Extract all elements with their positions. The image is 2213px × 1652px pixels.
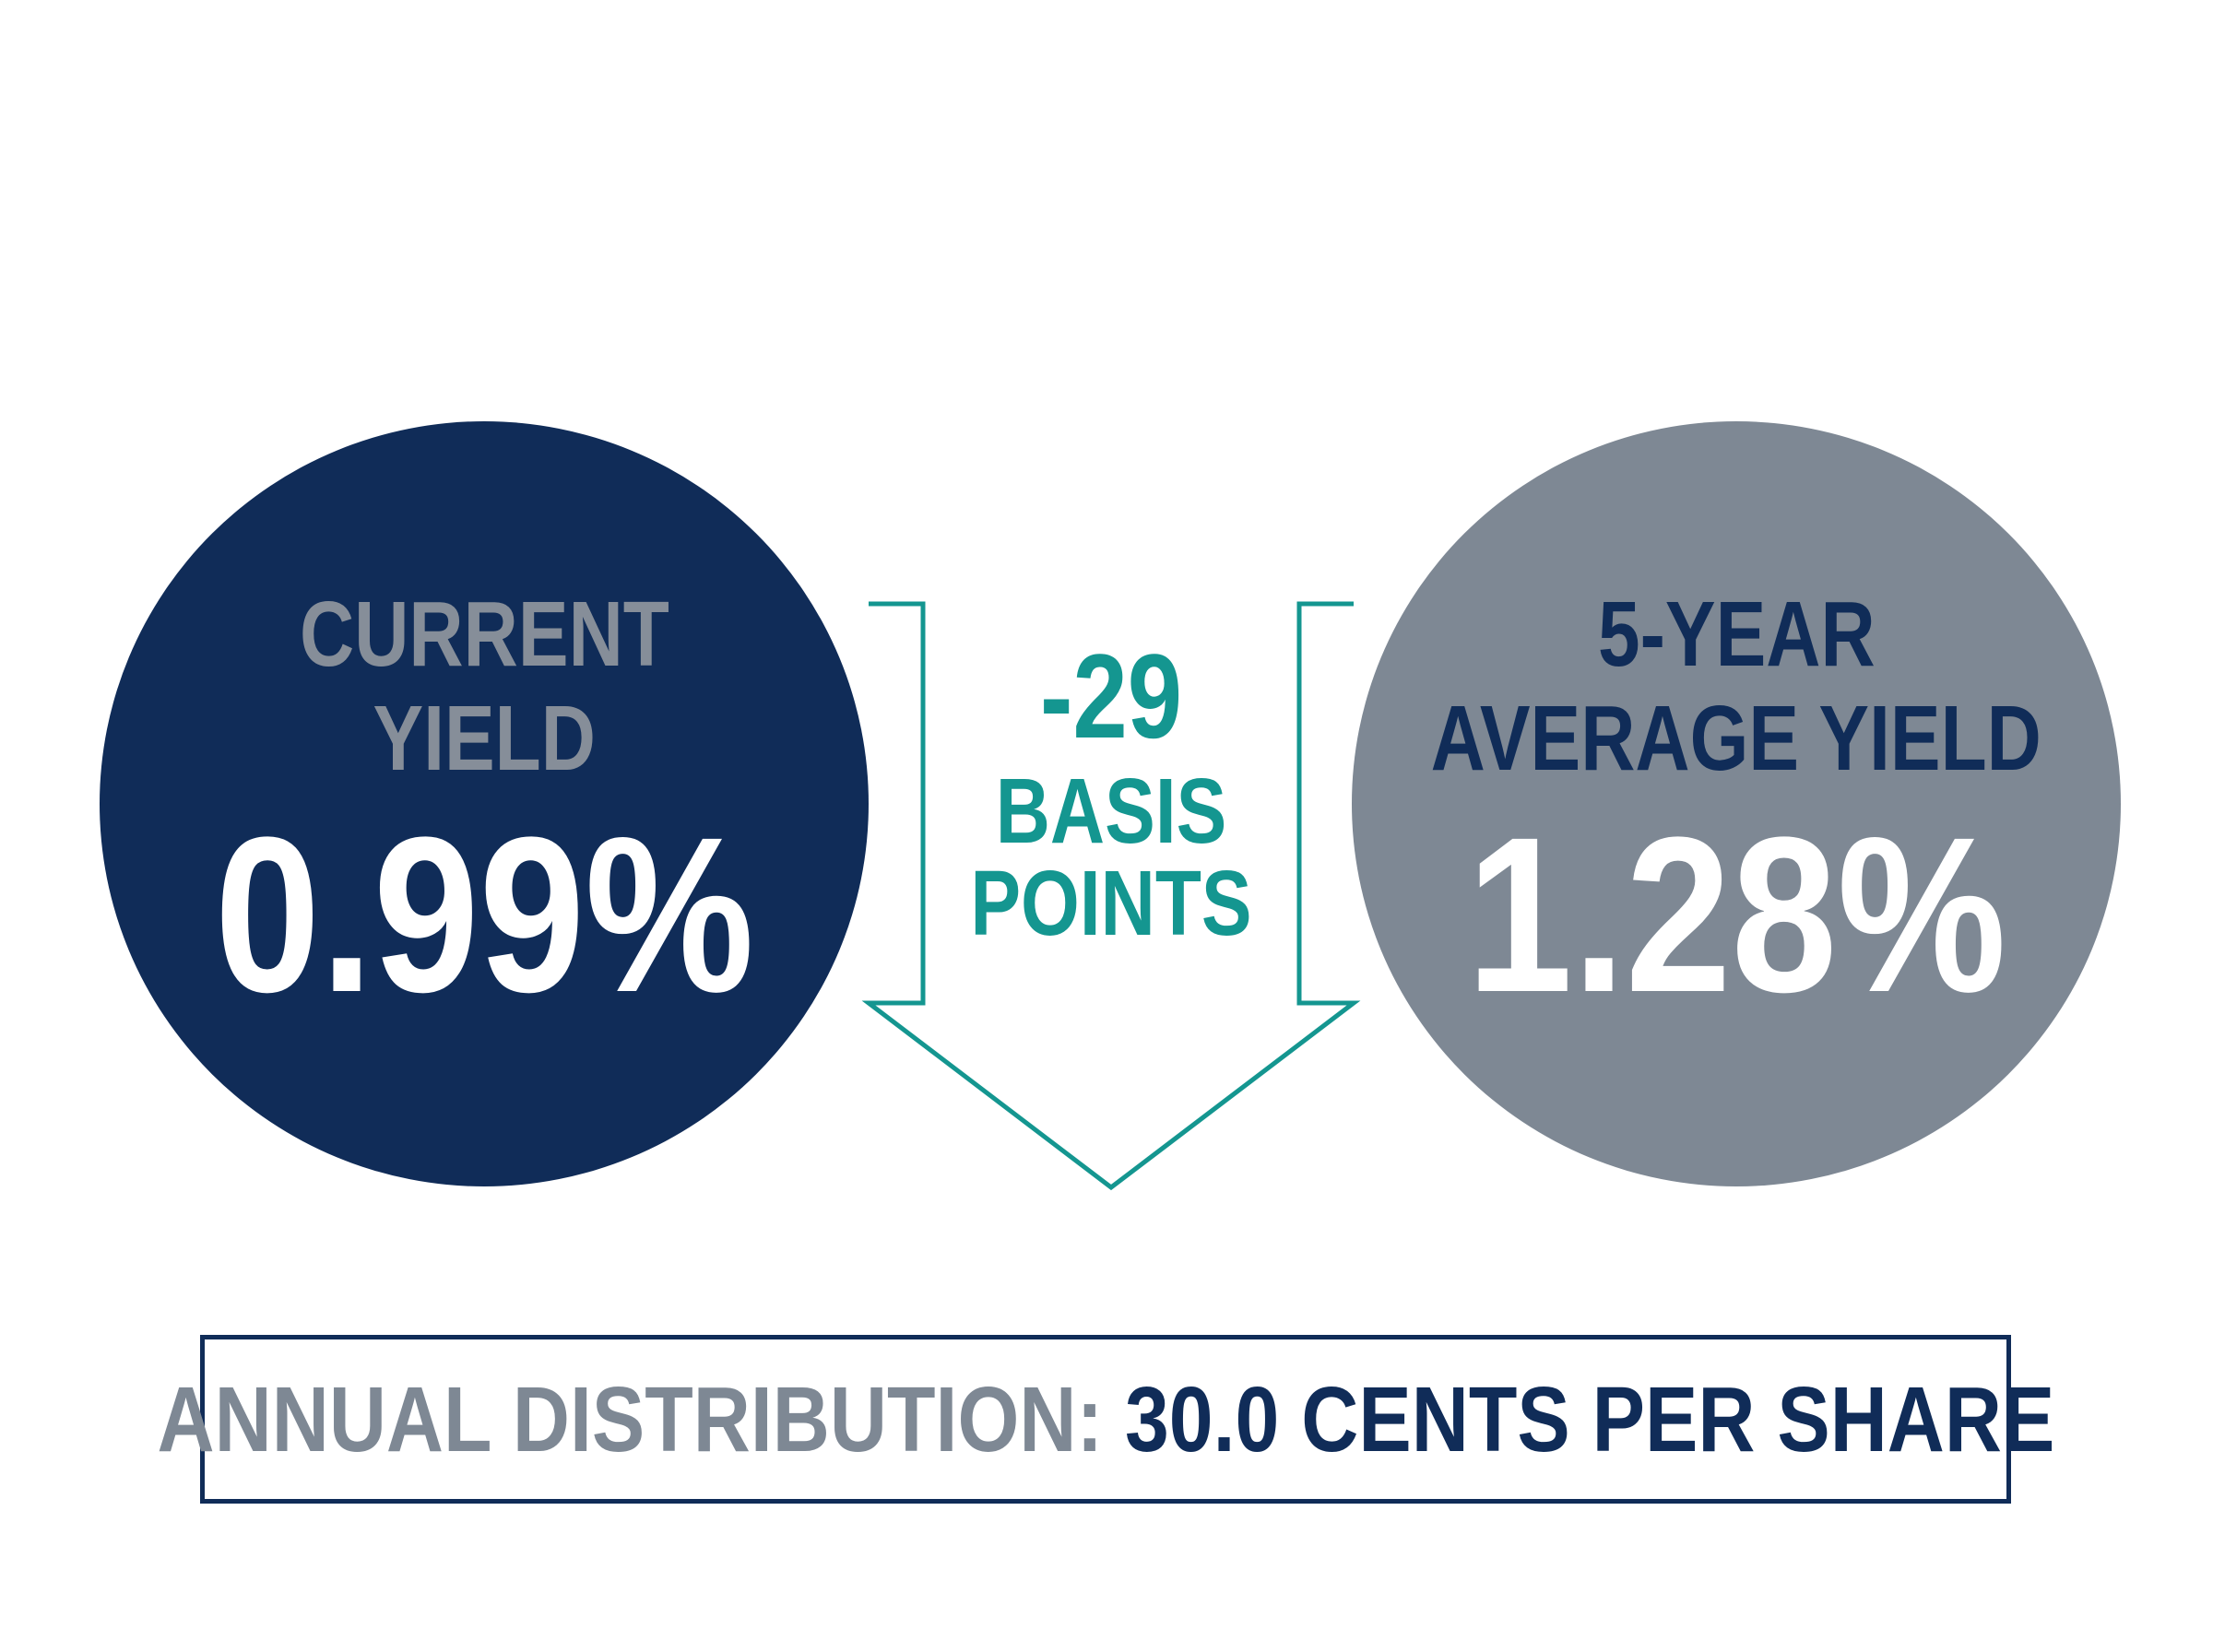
distribution-label: ANNUAL DISTRIBUTION: [157, 1367, 1125, 1471]
change-unit-line1: BASIS [995, 760, 1227, 863]
annual-distribution-text: ANNUAL DISTRIBUTION: 30.0 CENTS PER SHAR… [157, 1369, 2054, 1470]
average-yield-label-line1: 5-YEAR [1597, 583, 1876, 686]
change-unit-line2: POINTS [970, 852, 1252, 955]
average-yield-circle: 5-YEAR AVERAGE YIELD 1.28% [1352, 421, 2121, 1186]
change-value: -29 [1039, 629, 1183, 763]
current-yield-value: 0.99% [214, 791, 754, 1038]
average-yield-value: 1.28% [1466, 791, 2006, 1038]
annual-distribution-box: ANNUAL DISTRIBUTION: 30.0 CENTS PER SHAR… [157, 1335, 2054, 1504]
basis-point-change: -29 BASIS POINTS [922, 627, 1300, 950]
average-yield-label-line2: AVERAGE YIELD [1430, 687, 2042, 790]
current-yield-label-line2: YIELD [373, 687, 596, 790]
current-yield-circle: CURRENT YIELD 0.99% [100, 421, 869, 1186]
current-yield-label-line1: CURRENT [299, 583, 669, 686]
distribution-value: 30.0 CENTS PER SHARE [1124, 1367, 2054, 1471]
left-bracket-arrow-line [861, 601, 1361, 1191]
